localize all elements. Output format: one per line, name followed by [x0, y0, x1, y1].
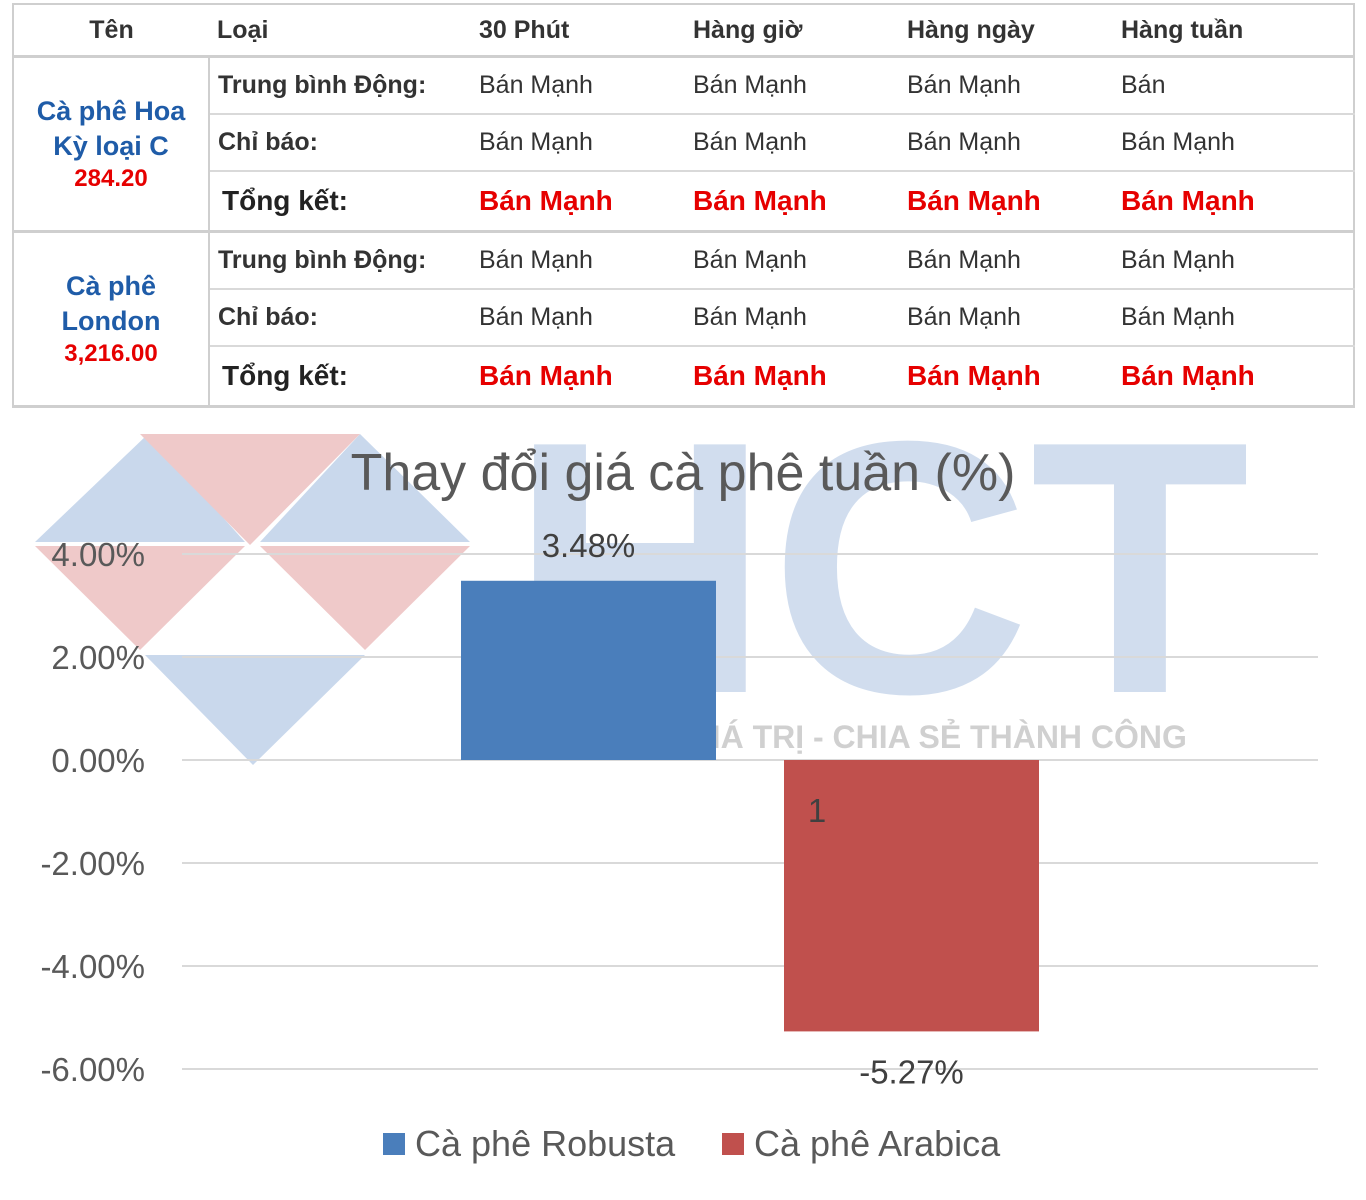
bar-robusta: [461, 580, 716, 760]
header-type: Loại: [209, 3, 479, 58]
summary-label: Tổng kết:: [209, 171, 479, 233]
summary-signal: Bán Mạnh: [907, 171, 1121, 233]
commodity-name-cell: Cà phê London 3,216.00: [12, 231, 210, 408]
row-label: Chỉ báo:: [209, 114, 479, 172]
data-label: 3.48%: [542, 527, 636, 564]
summary-signal: Bán Mạnh: [693, 346, 907, 408]
signal-value: Bán Mạnh: [907, 231, 1121, 290]
table-row: Cà phê Hoa Kỳ loại C 284.20 Trung bình Đ…: [12, 56, 1355, 233]
signal-value: Bán Mạnh: [479, 114, 693, 172]
row-label: Trung bình Động:: [209, 56, 479, 115]
commodity-name-line: Cà phê Hoa: [36, 96, 186, 126]
legend-label: Cà phê Arabica: [754, 1123, 1001, 1164]
signal-value: Bán Mạnh: [479, 231, 693, 290]
y-tick-label: 4.00%: [51, 536, 145, 573]
commodity-name-cell: Cà phê Hoa Kỳ loại C 284.20: [12, 56, 210, 233]
commodity-price: 284.20: [74, 165, 148, 192]
summary-label: Tổng kết:: [209, 346, 479, 408]
row-label: Trung bình Động:: [209, 231, 479, 290]
summary-signal: Bán Mạnh: [693, 171, 907, 233]
summary-signal: Bán Mạnh: [479, 346, 693, 408]
y-tick-label: -2.00%: [40, 845, 145, 882]
y-tick-label: 0.00%: [51, 742, 145, 779]
category-label: 1: [808, 792, 826, 829]
signal-value: Bán Mạnh: [479, 56, 693, 115]
commodity-name-link[interactable]: Cà phê Hoa Kỳ loại C: [14, 94, 208, 164]
watermark-diamond: [260, 546, 470, 650]
signal-value: Bán Mạnh: [1121, 114, 1355, 172]
watermark-diamond: [260, 434, 470, 542]
header-daily: Hàng ngày: [907, 3, 1121, 58]
technical-signal-table: Tên Loại 30 Phút Hàng giờ Hàng ngày Hàng…: [12, 3, 1355, 408]
row-label: Chỉ báo:: [209, 289, 479, 347]
summary-signal: Bán Mạnh: [1121, 171, 1355, 233]
table-header-row: Tên Loại 30 Phút Hàng giờ Hàng ngày Hàng…: [12, 3, 1355, 58]
chart-title: Thay đổi giá cà phê tuần (%): [351, 444, 1016, 502]
y-tick-label: -4.00%: [40, 948, 145, 985]
data-label: -5.27%: [859, 1053, 964, 1090]
legend-swatch: [722, 1133, 744, 1155]
signal-value: Bán Mạnh: [907, 114, 1121, 172]
table-row: Chỉ báo: Bán Mạnh Bán Mạnh Bán Mạnh Bán …: [13, 289, 1355, 347]
signal-value: Bán Mạnh: [693, 231, 907, 290]
header-name: Tên: [12, 3, 209, 58]
signal-value: Bán Mạnh: [907, 56, 1121, 115]
bar-arabica: [784, 760, 1039, 1032]
signal-value: Bán Mạnh: [693, 114, 907, 172]
watermark-diamond: [145, 655, 365, 765]
legend-label: Cà phê Robusta: [415, 1123, 676, 1164]
signal-value: Bán Mạnh: [693, 289, 907, 347]
summary-row: Tổng kết: Bán Mạnh Bán Mạnh Bán Mạnh Bán…: [13, 171, 1355, 233]
table-row: Chỉ báo: Bán Mạnh Bán Mạnh Bán Mạnh Bán …: [13, 114, 1355, 172]
watermark-diamond: [35, 434, 245, 542]
header-30-min: 30 Phút: [479, 3, 693, 58]
header-hourly: Hàng giờ: [693, 3, 907, 58]
commodity-name-link[interactable]: Cà phê London: [14, 269, 208, 339]
signal-value: Bán Mạnh: [479, 289, 693, 347]
y-tick-label: 2.00%: [51, 639, 145, 676]
commodity-name-line: London: [61, 306, 161, 336]
header-weekly: Hàng tuần: [1121, 3, 1355, 58]
summary-signal: Bán Mạnh: [1121, 346, 1355, 408]
weekly-price-change-chart: HCT KIẾN TẠO GIÁ TRỊ - CHIA SẺ THÀNH CÔN…: [35, 410, 1318, 1164]
table-row: Cà phê London 3,216.00 Trung bình Động: …: [12, 231, 1355, 408]
legend-swatch: [383, 1133, 405, 1155]
signal-value: Bán Mạnh: [693, 56, 907, 115]
watermark-diamond: [35, 546, 245, 650]
y-tick-label: -6.00%: [40, 1051, 145, 1088]
signal-value: Bán: [1121, 56, 1355, 115]
signal-value: Bán Mạnh: [1121, 289, 1355, 347]
summary-signal: Bán Mạnh: [479, 171, 693, 233]
commodity-price: 3,216.00: [64, 340, 158, 367]
commodity-name-line: Cà phê: [65, 271, 157, 301]
watermark-diamond: [140, 434, 360, 545]
summary-signal: Bán Mạnh: [907, 346, 1121, 408]
commodity-name-line: Kỳ loại C: [53, 131, 169, 161]
signal-value: Bán Mạnh: [1121, 231, 1355, 290]
summary-row: Tổng kết: Bán Mạnh Bán Mạnh Bán Mạnh Bán…: [13, 346, 1355, 408]
signal-value: Bán Mạnh: [907, 289, 1121, 347]
